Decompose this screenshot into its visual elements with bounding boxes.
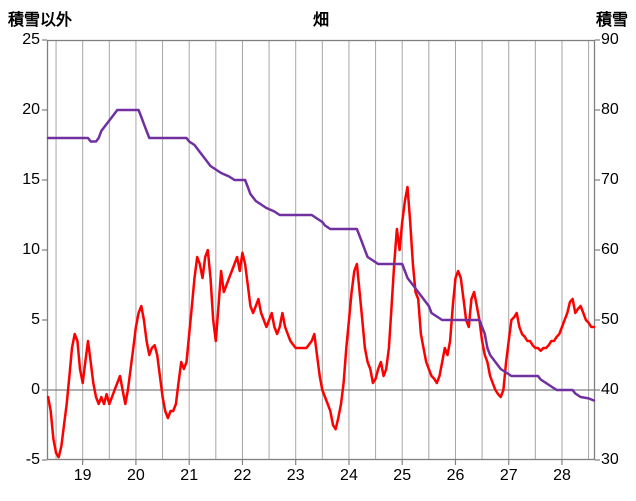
right-axis-tick: 40 (601, 381, 619, 398)
left-axis-tick: 25 (22, 31, 40, 48)
chart-title: 畑 (312, 12, 330, 29)
x-axis-label: 23 (286, 467, 305, 484)
left-axis-tick: -5 (25, 451, 40, 468)
left-axis-tick: 10 (22, 241, 40, 258)
x-axis-label: 26 (446, 467, 465, 484)
right-axis-tick: 30 (601, 451, 619, 468)
left-axis-tick: 0 (31, 381, 40, 398)
x-axis-label: 25 (393, 467, 412, 484)
right-axis-tick: 60 (601, 241, 619, 258)
x-axis-label: 28 (553, 467, 571, 484)
x-axis-label: 19 (73, 467, 92, 484)
right-axis-title: 積雪 (595, 12, 628, 29)
left-axis-tick: 20 (22, 101, 40, 118)
right-axis-tick: 90 (601, 31, 619, 48)
x-axis-label: 22 (233, 467, 252, 484)
x-axis-label: 27 (499, 467, 518, 484)
right-axis-tick: 50 (601, 311, 619, 328)
right-axis-tick: 70 (601, 171, 619, 188)
right-axis-tick: 80 (601, 101, 619, 118)
left-axis-title: 積雪以外 (8, 12, 73, 29)
x-axis-label: 20 (127, 467, 145, 484)
left-axis-tick: 15 (22, 171, 40, 188)
left-axis-tick: 5 (31, 311, 40, 328)
x-axis-label: 21 (180, 467, 199, 484)
x-axis-label: 24 (340, 467, 358, 484)
